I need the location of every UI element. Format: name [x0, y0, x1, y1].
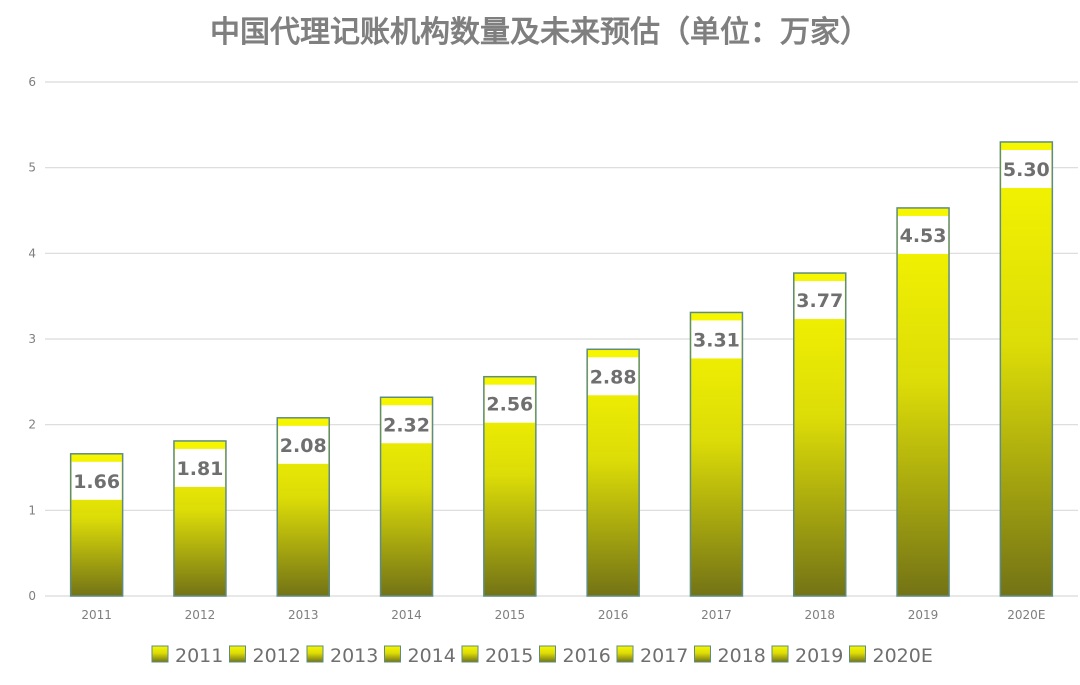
x-tick-label: 2020E — [1007, 608, 1045, 622]
legend-label: 2020E — [873, 645, 933, 667]
legend-label: 2014 — [408, 645, 456, 667]
x-tick-label: 2014 — [391, 608, 422, 622]
data-label: 2.56 — [486, 394, 533, 416]
legend-item: 2011 — [151, 645, 223, 667]
data-label: 2.88 — [590, 366, 637, 388]
legend-label: 2018 — [718, 645, 766, 667]
bar-2019 — [896, 207, 950, 597]
legend-swatch — [694, 645, 711, 663]
x-tick-label: 2012 — [185, 608, 216, 622]
legend-item: 2018 — [694, 645, 766, 667]
x-tick-label: 2013 — [288, 608, 319, 622]
data-label-box — [71, 461, 122, 500]
data-label-box — [484, 384, 535, 423]
data-label-box — [898, 215, 949, 254]
legend-item: 2012 — [229, 645, 301, 667]
chart-title: 中国代理记账机构数量及未来预估（单位：万家） — [210, 15, 870, 50]
legend-item: 2016 — [539, 645, 611, 667]
legend-swatch — [771, 645, 789, 663]
legend-label: 2019 — [795, 645, 843, 667]
legend-swatch — [151, 645, 169, 663]
legend-label: 2017 — [640, 645, 688, 667]
legend-label: 2011 — [175, 645, 223, 667]
y-tick-label: 6 — [28, 75, 36, 89]
y-tick-label: 0 — [28, 589, 36, 603]
legend-swatch — [229, 645, 246, 663]
x-tick-label: 2016 — [598, 608, 629, 622]
legend-swatch — [849, 645, 866, 663]
data-label-box — [174, 448, 225, 487]
data-label-box — [691, 320, 742, 359]
y-tick-label: 3 — [28, 332, 36, 346]
legend-label: 2015 — [485, 645, 533, 667]
legend-label: 2016 — [563, 645, 611, 667]
legend-swatch — [306, 645, 324, 663]
bar-2018 — [793, 272, 847, 597]
data-label: 3.31 — [693, 329, 740, 351]
data-label-box — [794, 281, 845, 320]
legend-label: 2013 — [330, 645, 378, 667]
data-label: 4.53 — [900, 225, 947, 247]
legend-item: 2015 — [461, 645, 533, 667]
data-label-box — [588, 357, 639, 396]
legend-item: 2017 — [616, 645, 688, 667]
bar-2020E — [999, 141, 1054, 597]
legend-item: 2020E — [849, 645, 933, 667]
x-tick-label: 2017 — [701, 608, 732, 622]
data-label: 1.66 — [73, 471, 120, 493]
y-tick-label: 2 — [28, 418, 36, 432]
y-tick-label: 1 — [28, 503, 36, 517]
data-label-box — [1001, 149, 1052, 188]
legend-swatch — [384, 645, 401, 663]
legend-item: 2019 — [771, 645, 843, 667]
data-label: 2.08 — [280, 435, 327, 457]
data-label: 2.32 — [383, 414, 430, 436]
data-label-box — [381, 405, 432, 444]
bar-2017 — [689, 311, 744, 597]
legend-swatch — [616, 645, 634, 663]
data-label-box — [278, 425, 329, 464]
x-tick-label: 2011 — [81, 608, 112, 622]
x-tick-label: 2019 — [908, 608, 939, 622]
data-label: 3.77 — [796, 290, 843, 312]
legend-swatch — [539, 645, 556, 663]
x-tick-label: 2015 — [495, 608, 526, 622]
legend-item: 2014 — [384, 645, 456, 667]
data-label: 5.30 — [1003, 159, 1050, 181]
legend-item: 2013 — [306, 645, 378, 667]
data-label: 1.81 — [177, 458, 224, 480]
legend-label: 2012 — [253, 645, 301, 667]
y-tick-label: 4 — [28, 246, 36, 260]
y-tick-label: 5 — [28, 161, 36, 175]
legend-swatch — [461, 645, 479, 663]
x-tick-label: 2018 — [804, 608, 835, 622]
